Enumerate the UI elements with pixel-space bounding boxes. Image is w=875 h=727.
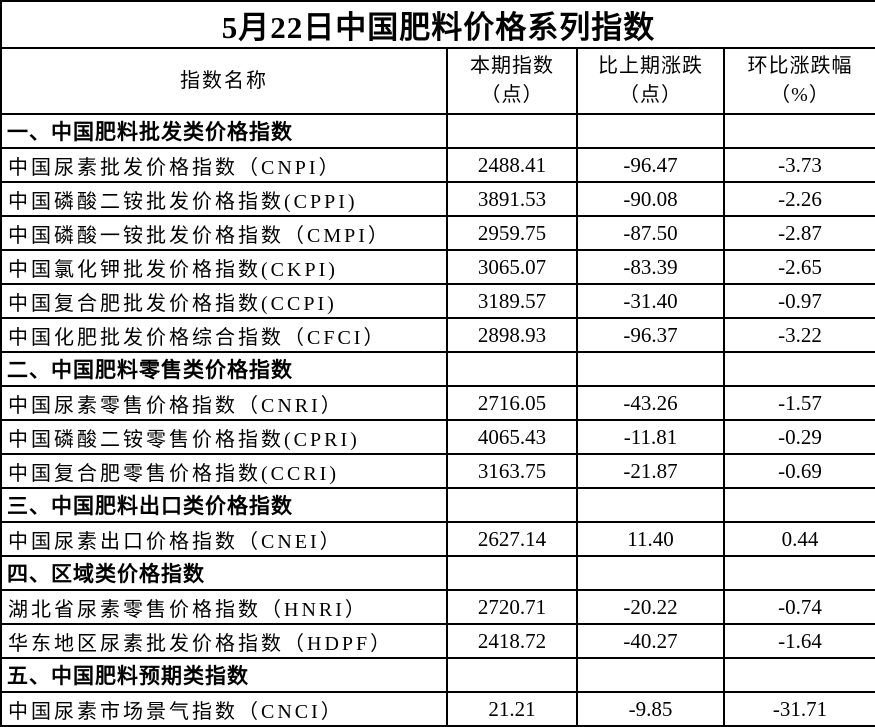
- current-index-cell: 3163.75: [446, 453, 578, 489]
- current-index-cell: 2959.75: [446, 215, 578, 251]
- column-header-index-name: 指数名称: [0, 47, 448, 115]
- column-header-change: 比上期涨跌 （点）: [576, 47, 725, 115]
- section-row-wholesale: 一、中国肥料批发类价格指数: [0, 113, 875, 149]
- current-index-cell: 2627.14: [446, 521, 578, 557]
- index-name-cell: 中国尿素出口价格指数（CNEI）: [0, 521, 448, 557]
- index-row-hnri: 湖北省尿素零售价格指数（HNRI） 2720.71 -20.22 -0.74: [0, 589, 875, 625]
- empty-cell: [723, 351, 875, 387]
- current-index-cell: 3065.07: [446, 249, 578, 285]
- section-title: 三、中国肥料出口类价格指数: [0, 487, 448, 523]
- change-cell: -96.47: [576, 147, 725, 183]
- index-name-cell: 中国复合肥零售价格指数(CCRI): [0, 453, 448, 489]
- index-row-cnci: 中国尿素市场景气指数（CNCI） 21.21 -9.85 -31.71: [0, 691, 875, 727]
- index-row-cmpi: 中国磷酸一铵批发价格指数（CMPI） 2959.75 -87.50 -2.87: [0, 215, 875, 251]
- table-title-row: 5月22日中国肥料价格系列指数: [0, 0, 875, 49]
- pct-change-cell: -2.87: [723, 215, 875, 251]
- current-index-cell: 2716.05: [446, 385, 578, 421]
- current-index-cell: 4065.43: [446, 419, 578, 455]
- section-row-expectation: 五、中国肥料预期类指数: [0, 657, 875, 693]
- empty-cell: [446, 113, 578, 149]
- empty-cell: [446, 487, 578, 523]
- pct-change-cell: 0.44: [723, 521, 875, 557]
- column-header-pct-change: 环比涨跌幅 （%）: [723, 47, 875, 115]
- section-title: 五、中国肥料预期类指数: [0, 657, 448, 693]
- current-index-cell: 2418.72: [446, 623, 578, 659]
- index-row-ckpi: 中国氯化钾批发价格指数(CKPI) 3065.07 -83.39 -2.65: [0, 249, 875, 285]
- pct-change-cell: -1.57: [723, 385, 875, 421]
- empty-cell: [723, 487, 875, 523]
- section-row-export: 三、中国肥料出口类价格指数: [0, 487, 875, 523]
- change-cell: -11.81: [576, 419, 725, 455]
- index-row-cppi: 中国磷酸二铵批发价格指数(CPPI) 3891.53 -90.08 -2.26: [0, 181, 875, 217]
- pct-change-cell: -2.65: [723, 249, 875, 285]
- index-row-cfci: 中国化肥批发价格综合指数（CFCI） 2898.93 -96.37 -3.22: [0, 317, 875, 353]
- pct-change-cell: -0.97: [723, 283, 875, 319]
- pct-change-cell: -31.71: [723, 691, 875, 727]
- empty-cell: [446, 657, 578, 693]
- index-row-cpri: 中国磷酸二铵零售价格指数(CPRI) 4065.43 -11.81 -0.29: [0, 419, 875, 455]
- current-index-cell: 2488.41: [446, 147, 578, 183]
- change-cell: -87.50: [576, 215, 725, 251]
- index-name-cell: 中国磷酸二铵零售价格指数(CPRI): [0, 419, 448, 455]
- change-cell: -21.87: [576, 453, 725, 489]
- current-index-cell: 21.21: [446, 691, 578, 727]
- index-name-cell: 中国氯化钾批发价格指数(CKPI): [0, 249, 448, 285]
- empty-cell: [446, 351, 578, 387]
- index-row-cnpi: 中国尿素批发价格指数（CNPI） 2488.41 -96.47 -3.73: [0, 147, 875, 183]
- index-name-cell: 中国尿素市场景气指数（CNCI）: [0, 691, 448, 727]
- index-row-ccpi: 中国复合肥批发价格指数(CCPI) 3189.57 -31.40 -0.97: [0, 283, 875, 319]
- page-title: 5月22日中国肥料价格系列指数: [0, 0, 875, 49]
- empty-cell: [723, 555, 875, 591]
- index-row-hdpf: 华东地区尿素批发价格指数（HDPF） 2418.72 -40.27 -1.64: [0, 623, 875, 659]
- change-cell: -31.40: [576, 283, 725, 319]
- change-cell: -9.85: [576, 691, 725, 727]
- section-title: 二、中国肥料零售类价格指数: [0, 351, 448, 387]
- empty-cell: [576, 555, 725, 591]
- index-name-cell: 中国磷酸二铵批发价格指数(CPPI): [0, 181, 448, 217]
- change-cell: -96.37: [576, 317, 725, 353]
- index-name-cell: 湖北省尿素零售价格指数（HNRI）: [0, 589, 448, 625]
- section-title: 四、区域类价格指数: [0, 555, 448, 591]
- change-cell: -43.26: [576, 385, 725, 421]
- empty-cell: [446, 555, 578, 591]
- index-name-cell: 中国尿素批发价格指数（CNPI）: [0, 147, 448, 183]
- section-row-retail: 二、中国肥料零售类价格指数: [0, 351, 875, 387]
- change-cell: 11.40: [576, 521, 725, 557]
- change-cell: -40.27: [576, 623, 725, 659]
- pct-change-cell: -0.69: [723, 453, 875, 489]
- current-index-cell: 2720.71: [446, 589, 578, 625]
- table-header-row: 指数名称 本期指数 （点） 比上期涨跌 （点） 环比涨跌幅 （%）: [0, 47, 875, 115]
- empty-cell: [576, 351, 725, 387]
- current-index-cell: 3891.53: [446, 181, 578, 217]
- index-name-cell: 中国磷酸一铵批发价格指数（CMPI）: [0, 215, 448, 251]
- section-row-regional: 四、区域类价格指数: [0, 555, 875, 591]
- index-name-cell: 中国复合肥批发价格指数(CCPI): [0, 283, 448, 319]
- change-cell: -20.22: [576, 589, 725, 625]
- index-name-cell: 中国化肥批发价格综合指数（CFCI）: [0, 317, 448, 353]
- section-title: 一、中国肥料批发类价格指数: [0, 113, 448, 149]
- empty-cell: [576, 113, 725, 149]
- pct-change-cell: -3.73: [723, 147, 875, 183]
- empty-cell: [723, 657, 875, 693]
- index-name-cell: 中国尿素零售价格指数（CNRI）: [0, 385, 448, 421]
- empty-cell: [723, 113, 875, 149]
- current-index-cell: 2898.93: [446, 317, 578, 353]
- index-row-ccri: 中国复合肥零售价格指数(CCRI) 3163.75 -21.87 -0.69: [0, 453, 875, 489]
- index-row-cnri: 中国尿素零售价格指数（CNRI） 2716.05 -43.26 -1.57: [0, 385, 875, 421]
- empty-cell: [576, 657, 725, 693]
- index-row-cnei: 中国尿素出口价格指数（CNEI） 2627.14 11.40 0.44: [0, 521, 875, 557]
- pct-change-cell: -3.22: [723, 317, 875, 353]
- pct-change-cell: -1.64: [723, 623, 875, 659]
- pct-change-cell: -2.26: [723, 181, 875, 217]
- change-cell: -90.08: [576, 181, 725, 217]
- empty-cell: [576, 487, 725, 523]
- column-header-current-index: 本期指数 （点）: [446, 47, 578, 115]
- current-index-cell: 3189.57: [446, 283, 578, 319]
- pct-change-cell: -0.74: [723, 589, 875, 625]
- index-name-cell: 华东地区尿素批发价格指数（HDPF）: [0, 623, 448, 659]
- pct-change-cell: -0.29: [723, 419, 875, 455]
- change-cell: -83.39: [576, 249, 725, 285]
